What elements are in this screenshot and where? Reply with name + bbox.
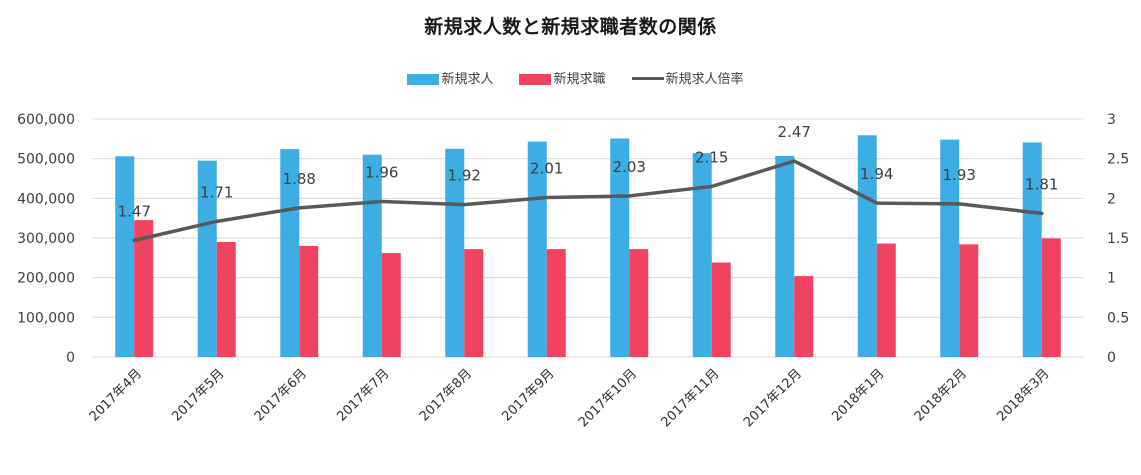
x-tick-label: 2017年12月 [741,366,805,430]
x-tick-label: 2017年9月 [499,366,557,424]
ratio-line [132,159,1044,243]
bar-new-openings [940,139,960,357]
x-tick-label: 2017年4月 [87,366,145,424]
x-tick-label: 2017年5月 [169,366,227,424]
ratio-data-label: 2.47 [778,123,811,141]
legend-item-new-openings: 新規求人 [407,68,493,87]
bar-new-openings [1022,142,1042,357]
legend-swatch-blue [407,73,440,85]
bar-new-applicants [959,244,979,357]
bar-new-openings [692,153,712,357]
y-axis-right: 0 0.5 1 1.5 2 2.5 3 [1107,112,1129,366]
bar-new-applicants [629,249,649,357]
gridlines [93,118,1083,358]
y-right-tick: 3 [1107,112,1116,128]
x-tick-label: 2017年6月 [252,366,310,424]
x-tick-label: 2017年11月 [658,366,722,430]
y-left-tick: 100,000 [17,310,75,326]
bar-new-openings [115,156,135,357]
legend-swatch-line [631,77,664,80]
bar-new-openings [362,154,382,357]
y-left-tick: 0 [66,350,75,366]
bar-series [115,135,1061,357]
legend-swatch-red [519,73,552,85]
bar-new-openings [775,155,795,357]
y-right-tick: 0.5 [1107,310,1129,326]
x-tick-label: 2018年2月 [912,366,970,424]
bar-new-applicants [134,220,154,357]
bar-new-openings [610,138,630,357]
ratio-data-label: 1.71 [200,183,233,201]
y-right-tick: 0 [1107,350,1116,366]
chart-title: 新規求人数と新規求職者数の関係 [424,16,717,38]
y-left-tick: 200,000 [17,271,75,287]
legend-label: 新規求職 [553,72,606,87]
ratio-data-label: 2.03 [613,158,646,176]
ratio-data-label: 1.88 [283,170,316,188]
legend-label: 新規求人倍率 [665,72,744,87]
legend-item-new-applicants: 新規求職 [519,68,606,87]
bar-new-openings [445,148,465,357]
ratio-data-label: 1.96 [365,164,398,182]
data-labels: 1.47 1.71 1.88 1.96 1.92 2.01 2.03 2.15 2.47 1.94… [118,123,1059,220]
bar-new-applicants [794,276,814,357]
legend-label: 新規求人 [441,72,494,87]
y-right-tick: 1 [1107,271,1116,287]
bar-new-applicants [1041,238,1061,357]
bar-new-applicants [464,249,484,357]
legend-item-ratio: 新規求人倍率 [631,68,744,87]
bar-new-applicants [546,249,566,357]
line-series [132,159,1044,243]
x-tick-label: 2018年1月 [829,366,887,424]
bar-new-applicants [711,262,731,357]
y-left-tick: 400,000 [17,191,75,207]
ratio-data-label: 2.01 [530,160,563,178]
bar-new-openings [857,135,877,357]
bar-new-applicants [299,245,319,357]
ratio-data-label: 1.81 [1025,175,1058,193]
x-tick-label: 2017年10月 [576,366,640,430]
ratio-data-label: 1.47 [118,202,151,220]
legend: 新規求人 新規求職 新規求人倍率 [0,68,1141,87]
ratio-data-label: 1.93 [943,166,976,184]
bar-new-applicants [381,253,401,357]
y-left-tick: 600,000 [17,112,75,128]
y-axis-left: 0 100,000 200,000 300,000 400,000 500,000 600,… [17,112,75,366]
x-axis: 2017年4月 2017年5月 2017年6月 2017年7月 2017年8月 2017年… [87,366,1053,430]
ratio-data-label: 1.94 [860,165,893,183]
y-right-tick: 2 [1107,191,1116,207]
y-left-tick: 300,000 [17,231,75,247]
bar-new-openings [280,149,300,357]
x-tick-label: 2017年7月 [334,366,392,424]
bar-new-applicants [876,243,896,357]
y-left-tick: 500,000 [17,152,75,168]
ratio-data-label: 1.92 [448,167,481,185]
bar-new-openings [527,141,547,357]
y-right-tick: 2.5 [1107,152,1129,168]
bar-new-applicants [216,241,236,357]
ratio-data-label: 2.15 [695,148,728,166]
x-tick-label: 2017年8月 [417,366,475,424]
y-right-tick: 1.5 [1107,231,1129,247]
x-tick-label: 2018年3月 [994,366,1052,424]
bar-new-openings [197,160,217,357]
